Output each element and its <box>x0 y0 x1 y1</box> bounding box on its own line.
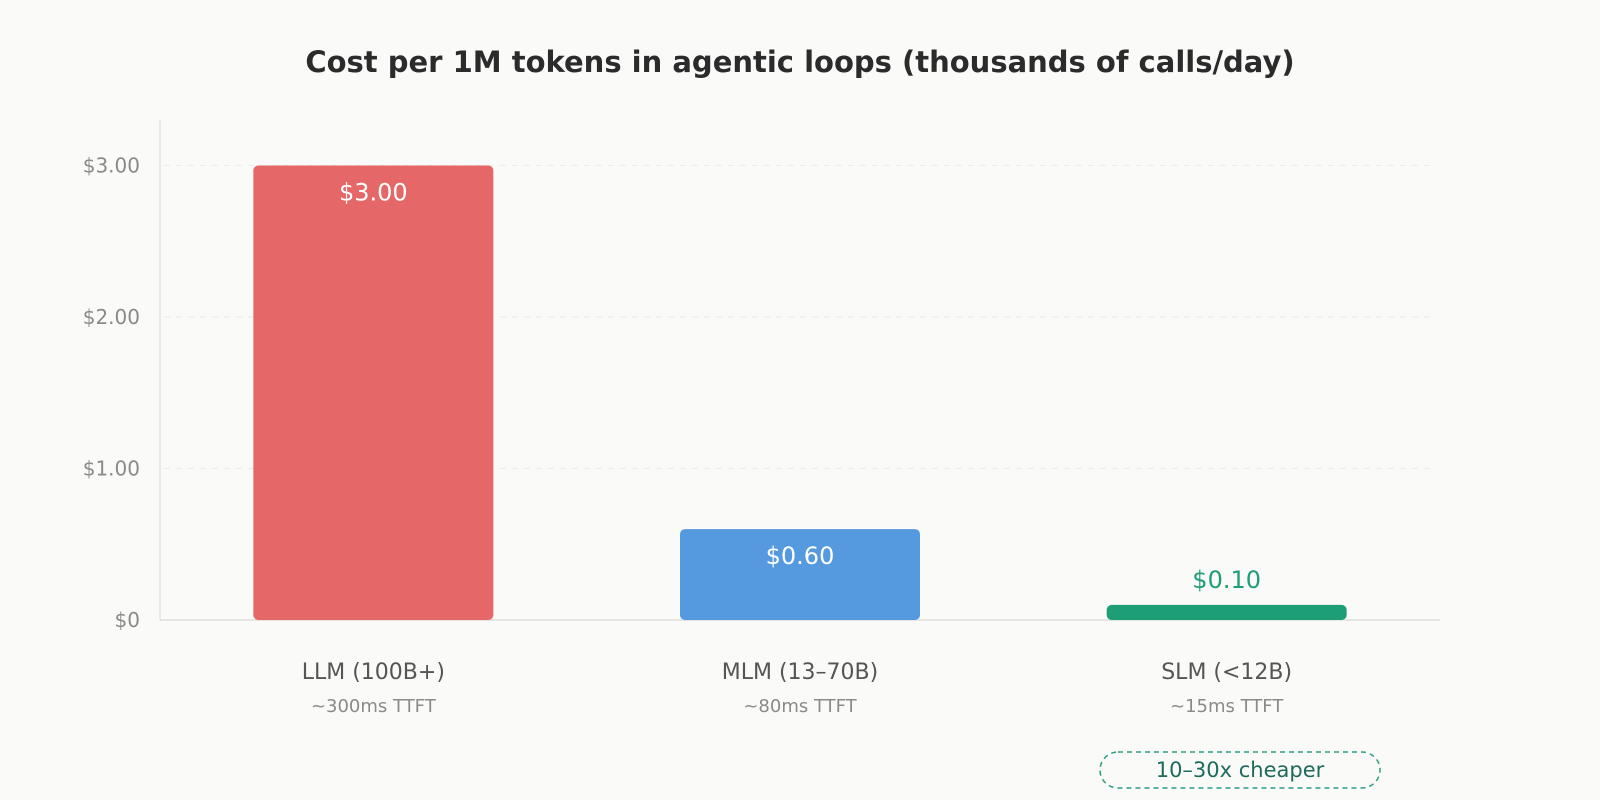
bar <box>1106 604 1347 620</box>
bar-value-label: $0.60 <box>766 542 835 570</box>
x-tick-label: LLM (100B+) <box>302 660 445 685</box>
y-axis-ticks: $0 $1.00 $2.00 $3.00 <box>83 153 140 632</box>
savings-badge-label: 10–30x cheaper <box>1156 758 1325 782</box>
savings-badge-outline <box>1099 751 1381 789</box>
x-tick-label: MLM (13–70B) <box>722 660 878 685</box>
y-tick-label: $1.00 <box>83 456 140 480</box>
bar-value-label: $3.00 <box>339 178 408 206</box>
category-labels: LLM (100B+) ~300ms TTFT MLM (13–70B) ~80ms … <box>302 660 1292 717</box>
savings-badge: 10–30x cheaper <box>1099 751 1381 789</box>
x-tick-sublabel: ~80ms TTFT <box>743 696 857 717</box>
chart-title: Cost per 1M tokens in agentic loops (tho… <box>305 45 1294 79</box>
bars: $3.00 $0.60 $0.10 <box>253 165 1347 621</box>
y-tick-label: $0 <box>115 608 140 632</box>
bar-value-label: $0.10 <box>1192 566 1261 594</box>
x-tick-label: SLM (<12B) <box>1161 660 1292 685</box>
bar <box>680 529 920 620</box>
y-tick-label: $2.00 <box>83 305 140 329</box>
y-tick-label: $3.00 <box>83 153 140 177</box>
x-tick-sublabel: ~300ms TTFT <box>311 696 437 717</box>
bar <box>253 165 494 621</box>
x-tick-sublabel: ~15ms TTFT <box>1170 696 1284 717</box>
gridlines <box>164 164 1436 470</box>
